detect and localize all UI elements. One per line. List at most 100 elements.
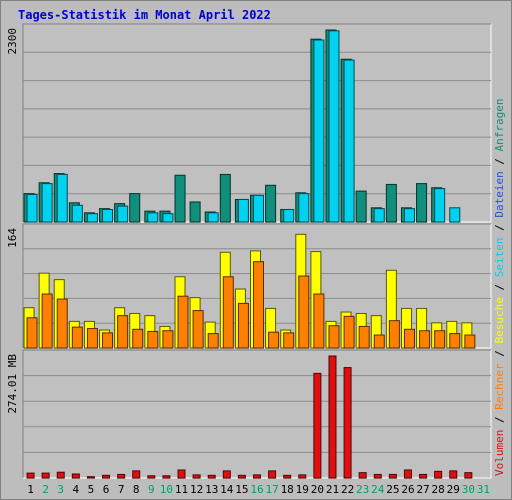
x-tick-label: 5 <box>88 483 95 496</box>
bar-volumen-day-19 <box>298 474 307 479</box>
x-tick-label: 4 <box>73 483 80 496</box>
bar-dateien-day-13 <box>207 212 219 223</box>
bar-seiten-day-30 <box>464 334 476 349</box>
bar-seiten-day-23 <box>358 325 370 349</box>
bar-volumen-day-29 <box>449 470 458 479</box>
x-tick-label: 3 <box>57 483 64 496</box>
x-tick-label: 9 <box>148 483 155 496</box>
plot-bevel-bottom <box>22 349 491 478</box>
bar-volumen-day-18 <box>283 474 292 479</box>
x-tick-label: 2 <box>42 483 49 496</box>
bar-volumen-day-30 <box>464 472 473 479</box>
legend-besuche: Besuche <box>493 297 506 343</box>
bar-seiten-day-5 <box>86 328 98 349</box>
bar-volumen-day-21 <box>328 355 337 479</box>
bar-volumen-day-15 <box>237 474 246 479</box>
bar-volumen-day-16 <box>253 474 261 479</box>
chart-title: Tages-Statistik im Monat April 2022 <box>18 8 271 22</box>
bar-volumen-day-25 <box>388 473 397 479</box>
panel-bottom: 274.01 MB <box>6 349 492 479</box>
plot-area-bottom <box>22 349 492 479</box>
bar-seiten-day-19 <box>298 275 310 349</box>
bar-seiten-day-3 <box>56 298 68 349</box>
bar-dateien-day-1 <box>26 193 38 223</box>
series-volumen <box>26 355 473 479</box>
x-tick-label: 21 <box>326 483 339 496</box>
bar-dateien-day-22 <box>343 59 355 223</box>
bar-seiten-day-1 <box>26 317 38 349</box>
x-tick-label: 28 <box>432 483 445 496</box>
bar-dateien-day-21 <box>328 30 340 223</box>
bar-volumen-day-17 <box>268 470 277 479</box>
bar-seiten-day-9 <box>147 330 159 349</box>
bar-dateien-day-16 <box>253 194 264 223</box>
bar-seiten-day-14 <box>222 276 234 349</box>
bar-seiten-day-26 <box>403 328 415 349</box>
bar-volumen-day-5 <box>86 476 95 479</box>
bar-anfragen-day-11 <box>174 174 186 223</box>
bar-seiten-day-29 <box>449 333 461 349</box>
legend-separator: / <box>493 151 506 171</box>
x-tick-label: 29 <box>447 483 460 496</box>
bar-dateien-day-7 <box>117 205 129 223</box>
x-tick-label: 13 <box>205 483 218 496</box>
x-tick-label: 22 <box>341 483 354 496</box>
bar-volumen-day-1 <box>26 472 35 479</box>
bar-seiten-day-17 <box>268 331 280 349</box>
bar-seiten-day-22 <box>343 315 355 349</box>
bar-seiten-day-10 <box>162 330 174 349</box>
max-label-top: 2300 <box>6 28 19 55</box>
bar-volumen-day-23 <box>358 472 367 479</box>
bar-seiten-day-21 <box>328 325 340 349</box>
bar-seiten-day-8 <box>132 328 144 349</box>
max-label-middle: 164 <box>6 228 19 248</box>
right-legend: Volumen / Rechner / Besuche / Seiten / D… <box>493 98 506 476</box>
bar-seiten-day-13 <box>207 333 219 349</box>
bar-seiten-day-16 <box>253 261 264 349</box>
bar-dateien-day-10 <box>162 213 174 223</box>
x-tick-label: 23 <box>356 483 369 496</box>
bar-volumen-day-6 <box>102 474 111 479</box>
x-tick-label: 26 <box>401 483 414 496</box>
bar-anfragen-day-17 <box>265 184 277 223</box>
x-tick-label: 14 <box>220 483 234 496</box>
legend-volumen: Volumen <box>493 430 506 476</box>
x-tick-label: 16 <box>250 483 263 496</box>
bar-dateien-day-5 <box>86 213 98 223</box>
bar-seiten-day-12 <box>192 310 204 349</box>
legend-rechner: Rechner <box>493 363 506 410</box>
bar-volumen-day-24 <box>373 473 382 479</box>
bar-seiten-day-20 <box>313 293 325 349</box>
legend-separator: / <box>493 277 506 297</box>
x-tick-label: 1 <box>27 483 34 496</box>
bar-dateien-day-4 <box>71 204 83 223</box>
x-tick-label: 19 <box>296 483 309 496</box>
legend-dateien: Dateien <box>493 171 506 217</box>
legend-seiten: Seiten <box>493 238 506 278</box>
bar-dateien-day-3 <box>56 173 68 223</box>
x-tick-label: 11 <box>175 483 188 496</box>
bar-seiten-day-7 <box>117 315 129 349</box>
bar-dateien-day-19 <box>298 193 310 223</box>
bar-volumen-day-8 <box>132 470 141 479</box>
x-tick-label: 24 <box>371 483 385 496</box>
bar-volumen-day-9 <box>147 475 156 479</box>
plot-area-top <box>22 23 492 223</box>
bar-seiten-day-18 <box>283 332 295 349</box>
bar-volumen-day-7 <box>117 473 126 479</box>
series-seiten <box>26 261 476 349</box>
x-tick-label: 8 <box>133 483 140 496</box>
bar-seiten-day-4 <box>71 326 83 349</box>
x-tick-label: 6 <box>103 483 110 496</box>
bar-volumen-day-22 <box>343 367 352 479</box>
bar-volumen-day-2 <box>41 472 50 479</box>
bar-dateien-day-20 <box>313 39 325 223</box>
x-tick-label: 7 <box>118 483 125 496</box>
bar-anfragen-day-12 <box>189 201 201 223</box>
bar-volumen-day-11 <box>177 469 186 479</box>
x-tick-label: 15 <box>235 483 248 496</box>
bar-seiten-day-11 <box>177 295 189 349</box>
bar-dateien-day-9 <box>147 212 159 223</box>
plot-bevel-top <box>22 23 491 222</box>
